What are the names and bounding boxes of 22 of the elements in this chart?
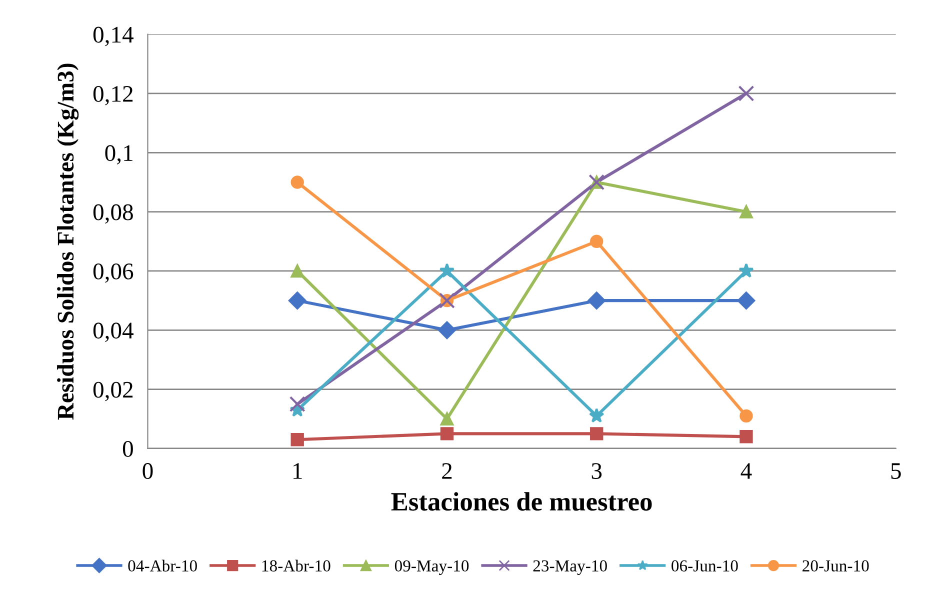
y-tick-label: 0: [122, 440, 133, 457]
y-tick-label: 0,12: [93, 86, 133, 106]
legend-label: 09-May-10: [394, 560, 469, 575]
y-tick-label: 0,02: [93, 382, 133, 402]
x-tick-label: 0: [142, 463, 153, 479]
y-tick-label: 0,04: [93, 322, 134, 342]
y-tick-label: 0,06: [93, 263, 134, 283]
x-tick-label: 5: [891, 463, 901, 479]
y-axis-title: Residuos Solidos Flotantes (Kg/m3): [57, 64, 79, 420]
legend-label: 04-Abr-10: [128, 560, 197, 572]
y-tick-label: 0,1: [105, 145, 132, 164]
x-axis-title: Estaciones de muestreo: [391, 492, 652, 511]
x-tick-label: 3: [592, 463, 602, 479]
legend-label: 23-May-10: [533, 560, 607, 575]
x-tick-label: 2: [442, 463, 452, 479]
legend-label: 18-Abr-10: [262, 560, 330, 572]
x-tick-label: 4: [740, 463, 752, 479]
x-tick-label: 1: [294, 463, 302, 479]
y-tick-label: 0,14: [93, 26, 134, 46]
y-tick-label: 0,08: [93, 204, 133, 224]
legend-label: 20-Jun-10: [802, 560, 869, 572]
legend-label: 06-Jun-10: [672, 560, 738, 572]
